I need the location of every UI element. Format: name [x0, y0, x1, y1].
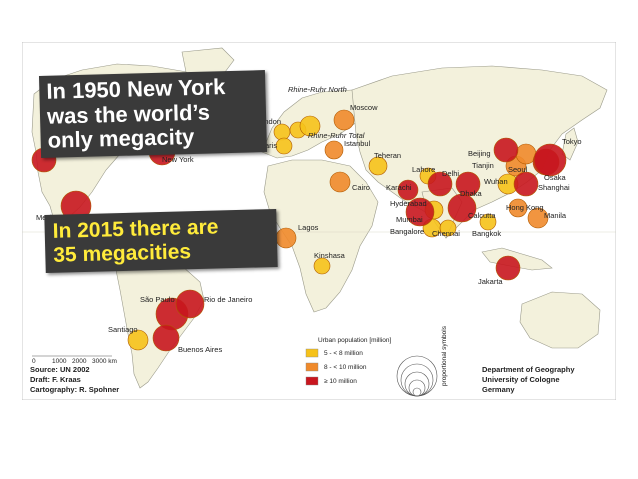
callout-2015-line2: 35 megacities	[53, 239, 192, 267]
city-label-buenos-aires: Buenos Aires	[178, 345, 222, 354]
city-bubble-istanbul	[324, 140, 344, 160]
city-label-london: London	[256, 117, 281, 126]
city-label-bangalore: Bangalore	[390, 227, 424, 236]
legend-label-large: ≥ 10 million	[324, 378, 357, 385]
city-bubble-london	[273, 123, 291, 141]
city-bubble-beijing	[493, 137, 519, 163]
scale-label-1: 1000	[52, 358, 67, 365]
city-bubble-mumbai	[405, 197, 435, 227]
city-label-manila: Manila	[544, 211, 567, 220]
city-label-paris: Paris	[260, 141, 277, 150]
callout-2015: In 2015 there are 35 megacities	[44, 208, 278, 274]
city-bubble-teheran	[368, 156, 388, 176]
city-bubble-jakarta	[495, 255, 521, 281]
legend: Urban population [million] 5 - < 8 milli…	[305, 325, 448, 397]
city-bubble-chennai	[439, 219, 457, 237]
city-label-seoul: Seoul	[508, 165, 528, 174]
city-label-beijing: Beijing	[468, 149, 491, 158]
city-bubble-rio-de-janeiro	[175, 289, 205, 319]
city-label-osaka: Osaka	[544, 173, 567, 182]
legend-swatch-medium	[305, 362, 319, 372]
city-label-wuhan: Wuhan	[484, 177, 508, 186]
legend-label-small: 5 - < 8 million	[324, 350, 363, 357]
legend-title: Urban population [million]	[318, 337, 392, 344]
city-bubble-tokyo	[533, 143, 567, 177]
city-label-moscow: Moscow	[350, 103, 378, 112]
africa-shape	[263, 159, 379, 313]
city-label-rhine-ruhr-north: Rhine-Ruhr North	[288, 85, 347, 94]
city-label-kinshasa: Kinshasa	[314, 251, 346, 260]
credit-country: Germany	[482, 385, 515, 394]
city-bubble-rhine-ruhr-total	[299, 115, 321, 137]
city-label-mumbai: Mumbai	[396, 215, 423, 224]
city-label-new-york: New York	[162, 155, 194, 164]
scale-label-3: 3000 km	[92, 358, 117, 365]
city-label-karachi: Karachi	[386, 183, 412, 192]
city-bubble-moscow	[333, 109, 355, 131]
city-bubble-kinshasa	[313, 257, 331, 275]
city-label-s-o-paulo: São Paulo	[140, 295, 175, 304]
city-bubble-lagos	[275, 227, 297, 249]
scale-bar: 0 1000 2000 3000 km	[32, 355, 117, 365]
city-bubble-calcutta	[447, 193, 477, 223]
city-bubble-santiago	[127, 329, 149, 351]
legend-label-medium: 8 - < 10 million	[324, 364, 367, 371]
city-bubble-buenos-aires	[152, 324, 180, 352]
city-label-delhi: Delhi	[442, 169, 459, 178]
credit-draft: Draft: F. Kraas	[30, 375, 81, 384]
city-label-hong-kong: Hong Kong	[506, 203, 544, 212]
world-map: Los AngelesChicagoNew YorkMexico CityLon…	[22, 42, 616, 400]
credit-source: Source: UN 2002	[30, 365, 90, 374]
city-label-cairo: Cairo	[352, 183, 370, 192]
city-bubble-hong-kong	[508, 198, 528, 218]
city-label-hyderabad: Hyderabad	[390, 199, 427, 208]
city-label-teheran: Teheran	[374, 151, 401, 160]
scale-label-2: 2000	[72, 358, 87, 365]
city-label-jakarta: Jakarta	[478, 277, 503, 286]
scale-label-0: 0	[32, 358, 36, 365]
city-label-shanghai: Shanghai	[538, 183, 570, 192]
credit-dept: Department of Geography	[482, 365, 575, 374]
city-bubble-delhi	[427, 171, 453, 197]
australia-shape	[519, 291, 601, 349]
city-bubble-shanghai	[513, 171, 539, 197]
city-label-tianjin: Tianjin	[472, 161, 494, 170]
legend-circle-note: proportional symbols	[441, 325, 448, 386]
city-label-santiago: Santiago	[108, 325, 138, 334]
city-label-calcutta: Calcutta	[468, 211, 496, 220]
city-label-tokyo: Tokyo	[562, 137, 582, 146]
credit-university: University of Cologne	[482, 375, 560, 384]
city-bubble-bangkok	[479, 213, 497, 231]
credit-cartography: Cartography: R. Spohner	[30, 385, 119, 394]
city-label-lahore: Lahore	[412, 165, 435, 174]
city-bubbles: Los AngelesChicagoNew YorkMexico CityLon…	[31, 85, 582, 354]
callout-1950: In 1950 New York was the world’s only me…	[38, 70, 268, 158]
city-bubble-paris	[275, 137, 293, 155]
city-label-lagos: Lagos	[298, 223, 319, 232]
credits: Source: UN 2002 Draft: F. Kraas Cartogra…	[30, 365, 575, 394]
city-label-rio-de-janeiro: Rio de Janeiro	[204, 295, 252, 304]
legend-swatch-large	[305, 376, 319, 386]
city-bubble-karachi	[397, 179, 419, 201]
legend-proportional-circles	[396, 355, 438, 397]
city-label-istanbul: Istanbul	[344, 139, 371, 148]
callout-1950-line3: only megacity	[47, 124, 195, 154]
city-label-rhine-ruhr-total: Rhine-Ruhr Total	[308, 131, 365, 140]
legend-swatch-small	[305, 348, 319, 358]
city-bubble-manila	[527, 207, 549, 229]
city-label-chennai: Chennai	[432, 229, 460, 238]
city-bubble-cairo	[329, 171, 351, 193]
city-label-dhaka: Dhaka	[460, 189, 483, 198]
city-label-bangkok: Bangkok	[472, 229, 501, 238]
